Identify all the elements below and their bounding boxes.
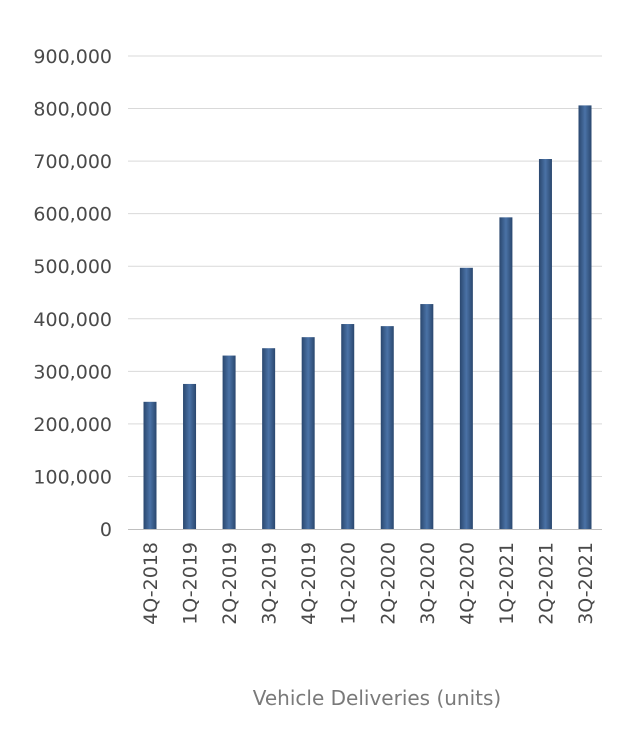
x-tick-label: 3Q-2020 (417, 542, 439, 625)
x-tick-label: 2Q-2020 (377, 542, 399, 625)
y-tick-label: 300,000 (33, 361, 112, 383)
bar (301, 337, 315, 529)
x-tick-label: 2Q-2019 (219, 542, 241, 625)
bar (459, 267, 473, 529)
bar (262, 348, 276, 529)
x-tick-label: 4Q-2019 (298, 542, 320, 625)
x-tick-label: 1Q-2020 (338, 542, 360, 625)
y-tick-label: 400,000 (33, 309, 112, 331)
x-axis-title: Vehicle Deliveries (units) (253, 686, 501, 710)
x-axis-ticks: 4Q-2018 1Q-2019 2Q-2019 3Q-2019 4Q-2019 1Q-20… (140, 542, 597, 625)
x-tick-label: 1Q-2021 (496, 542, 518, 625)
x-tick-label: 3Q-2019 (259, 542, 281, 625)
y-tick-label: 0 (100, 519, 112, 541)
bars (143, 105, 592, 529)
y-tick-label: 600,000 (33, 204, 112, 226)
bar (222, 355, 236, 529)
y-tick-label: 100,000 (33, 466, 112, 488)
y-tick-label: 200,000 (33, 414, 112, 436)
x-tick-label: 1Q-2019 (180, 542, 202, 625)
bar (578, 105, 592, 529)
y-tick-label: 700,000 (33, 151, 112, 173)
y-axis-ticks: 0 100,000 200,000 300,000 400,000 500,000 600,… (33, 46, 112, 541)
x-tick-label: 3Q-2021 (575, 542, 597, 625)
gridlines (128, 55, 602, 477)
y-tick-label: 500,000 (33, 256, 112, 278)
bar (143, 401, 157, 529)
bar (341, 324, 355, 529)
y-tick-label: 900,000 (33, 46, 112, 68)
x-tick-label: 4Q-2020 (456, 542, 478, 625)
x-tick-label: 4Q-2018 (140, 542, 162, 625)
x-tick-label: 2Q-2021 (535, 542, 557, 625)
bar (183, 383, 197, 529)
y-tick-label: 800,000 (33, 99, 112, 121)
bar (538, 159, 552, 529)
bar (380, 326, 394, 529)
bar (420, 304, 434, 529)
bar (499, 217, 513, 529)
